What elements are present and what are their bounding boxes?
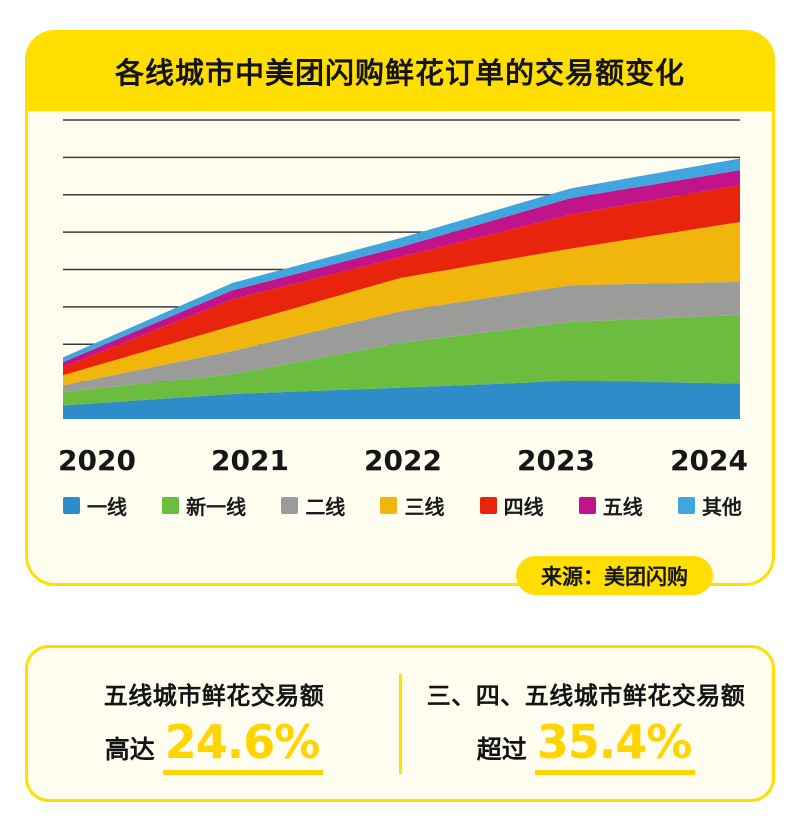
legend-label: 五线: [602, 494, 643, 519]
area-series-1: [63, 380, 740, 419]
stat-left-prefix: 高达: [104, 735, 155, 765]
x-axis-label: 2021: [211, 443, 289, 477]
x-axis: 2020 2021 2022 2023 2024: [58, 441, 748, 479]
card-header: 各线城市中美团闪购鲜花订单的交易额变化: [25, 30, 775, 111]
stat-left-value: 24.6%: [162, 717, 324, 775]
legend-item: 二线: [281, 491, 345, 520]
legend-label: 新一线: [186, 494, 247, 519]
stat-left-heading: 五线城市鲜花交易额: [103, 682, 325, 711]
stat-right-prefix: 超过: [476, 735, 527, 765]
legend-label: 其他: [701, 494, 742, 519]
x-axis-label: 2020: [58, 443, 136, 477]
chart-legend: 一线 新一线 二线 三线 四线 五线 其他: [63, 491, 742, 520]
legend-item: 一线: [63, 491, 127, 520]
stat-right-heading: 三、四、五线城市鲜花交易额: [426, 682, 746, 711]
chart-card: 各线城市中美团闪购鲜花订单的交易额变化 2020 2021 2022 2023 2024…: [25, 30, 775, 595]
legend-swatch-icon: [63, 496, 80, 514]
legend-swatch-icon: [677, 496, 695, 514]
stat-right: 三、四、五线城市鲜花交易额 超过 35.4%: [400, 648, 772, 799]
area-series-2: [63, 315, 740, 406]
source-badge: 来源：美团闪购: [516, 556, 713, 595]
legend-label: 三线: [404, 494, 445, 519]
legend-label: 二线: [305, 494, 346, 519]
legend-swatch-icon: [380, 496, 398, 514]
area-series-6: [63, 170, 740, 368]
legend-swatch-icon: [479, 496, 497, 514]
legend-label: 四线: [503, 494, 544, 519]
legend-label: 一线: [87, 494, 127, 519]
stats-divider: [398, 674, 402, 774]
legend-item: 四线: [479, 491, 544, 520]
area-series-5: [63, 185, 740, 376]
legend-swatch-icon: [578, 496, 596, 514]
stat-right-value-row: 超过 35.4%: [477, 717, 696, 775]
x-axis-label: 2024: [670, 443, 748, 477]
area-series-3: [63, 281, 740, 393]
stat-right-value: 35.4%: [534, 717, 696, 775]
legend-item: 五线: [578, 491, 643, 520]
x-axis-label: 2022: [364, 443, 442, 477]
stacked-area-chart: [63, 119, 740, 419]
legend-swatch-icon: [162, 496, 180, 514]
area-series-7: [63, 158, 740, 363]
legend-item: 三线: [380, 491, 444, 520]
stat-left: 五线城市鲜花交易额 高达 24.6%: [28, 648, 400, 799]
stats-card: 五线城市鲜花交易额 高达 24.6% 三、四、五线城市鲜花交易额 超过 35.4…: [25, 645, 775, 802]
area-series-4: [63, 222, 740, 386]
stat-left-value-row: 高达 24.6%: [105, 717, 324, 775]
legend-swatch-icon: [281, 496, 299, 514]
x-axis-label: 2023: [517, 443, 595, 477]
legend-item: 其他: [677, 491, 742, 520]
page-title: 各线城市中美团闪购鲜花订单的交易额变化: [114, 55, 685, 90]
legend-item: 新一线: [162, 491, 246, 520]
